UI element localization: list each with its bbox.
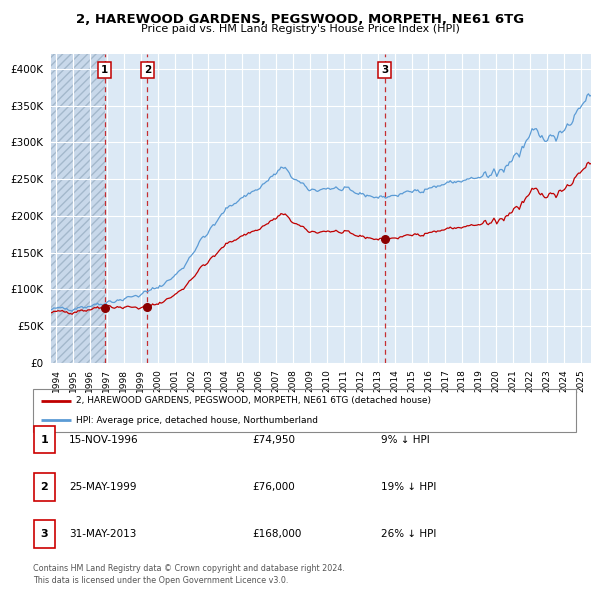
Text: 15-NOV-1996: 15-NOV-1996 (69, 435, 139, 444)
Text: £76,000: £76,000 (252, 482, 295, 491)
Text: 19% ↓ HPI: 19% ↓ HPI (381, 482, 436, 491)
Text: 31-MAY-2013: 31-MAY-2013 (69, 529, 136, 539)
Text: 3: 3 (41, 529, 48, 539)
Text: Contains HM Land Registry data © Crown copyright and database right 2024.: Contains HM Land Registry data © Crown c… (33, 564, 345, 573)
Bar (51, 54, 104, 363)
Text: HPI: Average price, detached house, Northumberland: HPI: Average price, detached house, Nort… (76, 416, 319, 425)
Text: Price paid vs. HM Land Registry's House Price Index (HPI): Price paid vs. HM Land Registry's House … (140, 24, 460, 34)
Text: 1: 1 (41, 435, 48, 444)
Text: 1: 1 (101, 65, 108, 75)
Text: This data is licensed under the Open Government Licence v3.0.: This data is licensed under the Open Gov… (33, 576, 289, 585)
Text: 2, HAREWOOD GARDENS, PEGSWOOD, MORPETH, NE61 6TG: 2, HAREWOOD GARDENS, PEGSWOOD, MORPETH, … (76, 13, 524, 26)
Text: £168,000: £168,000 (252, 529, 301, 539)
Text: £74,950: £74,950 (252, 435, 295, 444)
Text: 26% ↓ HPI: 26% ↓ HPI (381, 529, 436, 539)
Bar (51, 54, 104, 363)
Polygon shape (34, 473, 55, 500)
Text: 3: 3 (381, 65, 388, 75)
Text: 2: 2 (41, 482, 48, 491)
Polygon shape (34, 520, 55, 548)
Text: 9% ↓ HPI: 9% ↓ HPI (381, 435, 430, 444)
Text: 25-MAY-1999: 25-MAY-1999 (69, 482, 137, 491)
Text: 2: 2 (144, 65, 151, 75)
Text: 2, HAREWOOD GARDENS, PEGSWOOD, MORPETH, NE61 6TG (detached house): 2, HAREWOOD GARDENS, PEGSWOOD, MORPETH, … (76, 396, 431, 405)
Polygon shape (34, 426, 55, 453)
Bar (104, 54, 148, 363)
